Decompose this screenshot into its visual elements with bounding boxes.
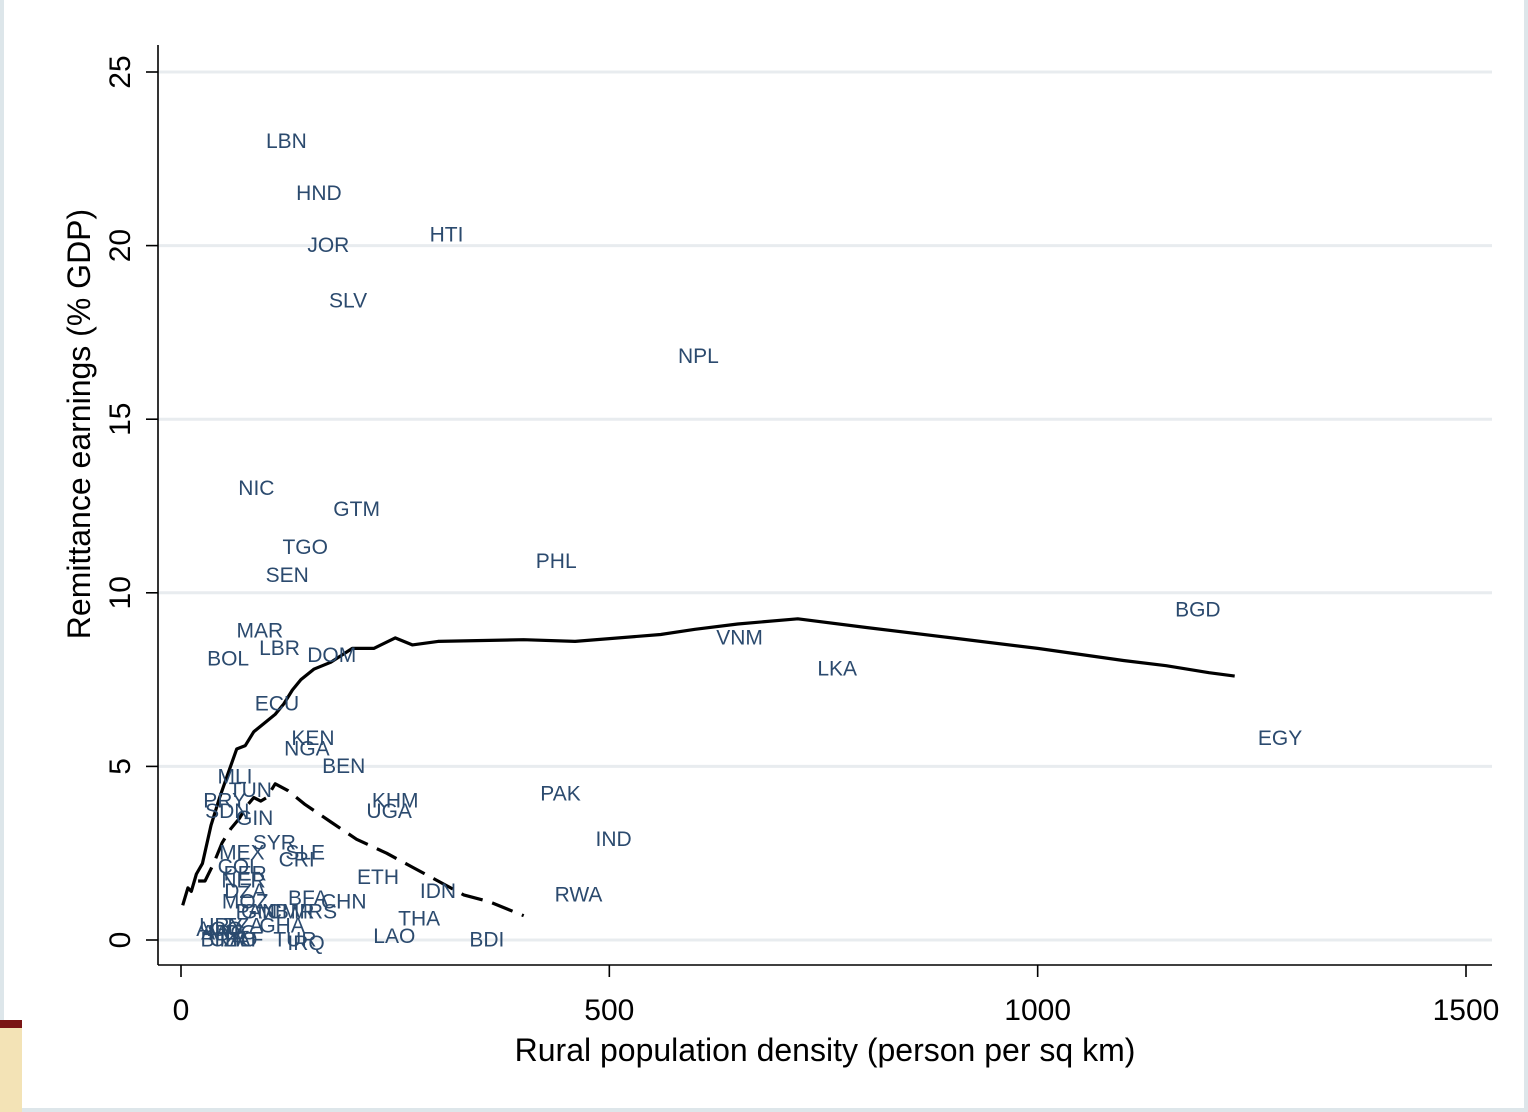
- y-tick-label: 10: [104, 576, 137, 609]
- point-label: PHL: [536, 550, 577, 573]
- point-label: CHN: [321, 890, 367, 913]
- point-label: PAK: [540, 783, 580, 806]
- point-label: SDN: [205, 800, 249, 823]
- point-label: HTI: [430, 224, 464, 247]
- point-label: COL: [218, 856, 261, 879]
- y-tick-label: 0: [104, 932, 137, 949]
- point-label: KEN: [291, 727, 334, 750]
- point-label: LBN: [266, 130, 307, 153]
- point-label: MRS: [290, 901, 337, 924]
- point-label: GHA: [259, 915, 305, 938]
- point-label: KHM: [372, 790, 419, 813]
- point-label: TGO: [282, 536, 328, 559]
- point-label: ETH: [357, 866, 399, 889]
- x-tick-label: 0: [173, 994, 190, 1027]
- point-label: SLE: [285, 842, 325, 865]
- point-label: PER: [224, 863, 267, 886]
- point-label: MOZ: [222, 890, 269, 913]
- point-label: ZAF: [224, 929, 264, 952]
- point-label: IRQ: [287, 932, 324, 955]
- point-label: EGY: [1258, 727, 1302, 750]
- point-label: BOL: [207, 647, 249, 670]
- x-axis-title: Rural population density (person per sq …: [515, 1032, 1136, 1068]
- point-label: BDI: [469, 929, 504, 952]
- point-label: TZA: [224, 915, 264, 938]
- point-label: ARG: [201, 922, 247, 945]
- point-label: MAR: [236, 619, 283, 642]
- fit-lines: [181, 617, 1235, 918]
- point-label: NGA: [284, 738, 330, 761]
- point-label: IDN: [420, 880, 456, 903]
- slide-corner-accent: [0, 1020, 22, 1028]
- top-strip: [4, 0, 1524, 6]
- chart-background: [4, 4, 1524, 1108]
- point-label: JOR: [307, 234, 349, 257]
- point-label: BEN: [322, 755, 365, 778]
- point-label: LAO: [373, 925, 415, 948]
- point-label: BRA: [201, 929, 244, 952]
- point-label: NPL: [678, 345, 719, 368]
- dashed-fit-line: [198, 782, 525, 918]
- point-label: TTO: [216, 929, 258, 952]
- point-label: LKA: [817, 658, 857, 681]
- y-tick-label: 25: [104, 55, 137, 88]
- point-label: MLI: [217, 765, 252, 788]
- point-label: AGO: [196, 918, 243, 941]
- point-label: SYR: [253, 831, 296, 854]
- point-label: NER: [221, 869, 265, 892]
- point-label: NIC: [238, 477, 274, 500]
- x-tick-label: 500: [584, 994, 634, 1027]
- point-label: SEN: [266, 564, 309, 587]
- y-axis-title: Remittance earnings (% GDP): [61, 209, 97, 639]
- x-tick-label: 1500: [1433, 994, 1500, 1027]
- point-label: MDG: [208, 922, 257, 945]
- point-label: SLV: [329, 290, 367, 313]
- point-label: MEX: [219, 842, 265, 865]
- point-label: CMR: [267, 901, 315, 924]
- point-label: CHL: [210, 929, 252, 952]
- y-tick-label: 15: [104, 403, 137, 436]
- solid-fit-line: [181, 617, 1235, 906]
- slide-corner-decoration: [0, 1020, 22, 1112]
- point-label: DZA: [224, 880, 266, 903]
- point-label: GMB: [241, 901, 289, 924]
- point-label: BGD: [1175, 599, 1221, 622]
- y-tick-label: 20: [104, 229, 137, 262]
- grid-lines: [158, 70, 1492, 942]
- y-tick-label: 5: [104, 758, 137, 775]
- point-label: VNM: [716, 626, 763, 649]
- point-label: PAN: [236, 901, 278, 924]
- axes: 0 5 10 15 20 25 0 500 1000 1500: [104, 45, 1499, 1027]
- point-label: RWA: [555, 883, 603, 906]
- point-label: PRY: [203, 790, 246, 813]
- point-label: URY: [199, 915, 243, 938]
- point-label: CRI: [279, 849, 315, 872]
- point-label: LBR: [259, 637, 300, 660]
- point-label: HND: [296, 182, 342, 205]
- point-label: IND: [596, 828, 632, 851]
- point-label: BFA: [288, 887, 328, 910]
- point-label: DOM: [307, 644, 356, 667]
- point-label: ECU: [255, 692, 299, 715]
- point-label: THA: [398, 908, 440, 931]
- point-label: TUN: [229, 779, 272, 802]
- point-label: UGA: [366, 800, 412, 823]
- point-label: GTM: [333, 498, 380, 521]
- point-label: GIN: [236, 807, 273, 830]
- point-label: TUR: [273, 929, 316, 952]
- x-tick-label: 1000: [1004, 994, 1071, 1027]
